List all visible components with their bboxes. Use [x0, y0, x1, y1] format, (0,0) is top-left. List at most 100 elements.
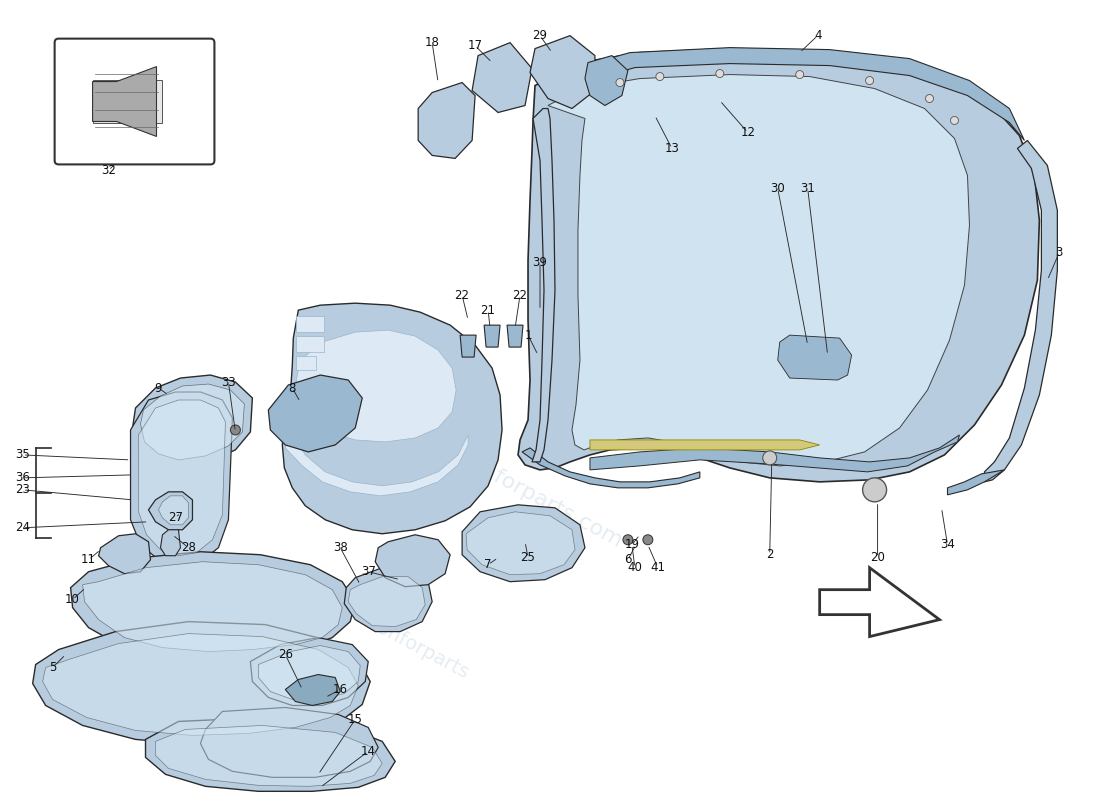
- Polygon shape: [462, 505, 585, 582]
- Text: 39: 39: [532, 256, 548, 269]
- Polygon shape: [296, 336, 324, 352]
- Polygon shape: [70, 552, 355, 658]
- FancyBboxPatch shape: [55, 38, 215, 165]
- Polygon shape: [532, 109, 556, 462]
- Polygon shape: [99, 534, 151, 574]
- Text: 27: 27: [168, 511, 183, 524]
- Text: 9: 9: [155, 382, 162, 394]
- Text: 16: 16: [333, 683, 348, 696]
- Polygon shape: [418, 82, 475, 158]
- Polygon shape: [251, 638, 368, 706]
- Polygon shape: [460, 335, 476, 357]
- Polygon shape: [530, 36, 595, 109]
- Text: 10: 10: [65, 593, 80, 606]
- Circle shape: [795, 70, 804, 78]
- Text: 5: 5: [48, 661, 56, 674]
- Text: 2: 2: [766, 548, 773, 562]
- Polygon shape: [375, 534, 450, 586]
- Text: 7: 7: [484, 558, 492, 571]
- Polygon shape: [139, 400, 226, 556]
- Polygon shape: [548, 48, 1024, 141]
- Text: 22: 22: [454, 289, 470, 302]
- Polygon shape: [296, 316, 324, 332]
- Text: 35: 35: [15, 449, 30, 462]
- Text: 41: 41: [650, 562, 666, 574]
- Text: 15: 15: [348, 713, 363, 726]
- Polygon shape: [778, 335, 851, 380]
- Polygon shape: [984, 141, 1057, 482]
- Polygon shape: [268, 375, 362, 452]
- Circle shape: [230, 425, 241, 435]
- Text: 24: 24: [15, 522, 30, 534]
- Text: 4: 4: [814, 29, 822, 42]
- Text: 6: 6: [624, 554, 631, 566]
- Text: 29: 29: [532, 29, 548, 42]
- Text: 11: 11: [81, 554, 96, 566]
- Text: 36: 36: [15, 471, 30, 484]
- Polygon shape: [43, 634, 359, 735]
- Text: 18: 18: [425, 36, 440, 49]
- Polygon shape: [161, 530, 180, 556]
- Polygon shape: [82, 562, 342, 651]
- Text: 25: 25: [520, 551, 536, 564]
- Circle shape: [623, 534, 632, 545]
- Polygon shape: [472, 42, 532, 113]
- Circle shape: [716, 70, 724, 78]
- Text: 31: 31: [800, 182, 815, 195]
- Circle shape: [950, 117, 958, 125]
- Polygon shape: [92, 66, 156, 137]
- Polygon shape: [132, 375, 252, 468]
- Text: 34: 34: [940, 538, 955, 551]
- Polygon shape: [522, 448, 700, 488]
- Polygon shape: [258, 646, 360, 699]
- Text: 37: 37: [361, 566, 376, 578]
- Polygon shape: [507, 325, 522, 347]
- Polygon shape: [947, 470, 1004, 495]
- Polygon shape: [518, 49, 1040, 482]
- Circle shape: [642, 534, 653, 545]
- Polygon shape: [548, 74, 969, 466]
- Text: 30: 30: [770, 182, 785, 195]
- Polygon shape: [285, 432, 469, 496]
- Circle shape: [762, 451, 777, 465]
- Polygon shape: [92, 79, 163, 123]
- Polygon shape: [484, 325, 500, 347]
- Text: 33: 33: [221, 375, 235, 389]
- Polygon shape: [820, 568, 939, 637]
- Polygon shape: [296, 330, 456, 442]
- Polygon shape: [466, 512, 575, 574]
- Circle shape: [862, 478, 887, 502]
- Polygon shape: [285, 674, 340, 706]
- Polygon shape: [283, 303, 502, 534]
- Circle shape: [656, 73, 664, 81]
- Polygon shape: [296, 356, 317, 370]
- Text: 13: 13: [664, 142, 680, 155]
- Text: 1: 1: [525, 329, 531, 342]
- Circle shape: [925, 94, 934, 102]
- Polygon shape: [148, 492, 192, 530]
- Text: 3: 3: [1056, 246, 1063, 258]
- Text: passionforparts.com: passionforparts.com: [415, 427, 625, 552]
- Polygon shape: [145, 718, 395, 791]
- Polygon shape: [590, 435, 959, 472]
- Polygon shape: [590, 440, 820, 450]
- Text: 12: 12: [740, 126, 756, 139]
- Polygon shape: [349, 577, 426, 626]
- Text: 20: 20: [870, 551, 886, 564]
- Text: 38: 38: [333, 542, 348, 554]
- Polygon shape: [158, 496, 188, 525]
- Circle shape: [866, 77, 873, 85]
- Text: 19: 19: [625, 538, 639, 551]
- Text: 28: 28: [182, 542, 196, 554]
- Text: 17: 17: [468, 39, 483, 52]
- Text: 32: 32: [101, 164, 116, 177]
- Circle shape: [616, 78, 624, 86]
- Polygon shape: [155, 726, 382, 786]
- Polygon shape: [33, 622, 371, 745]
- Polygon shape: [344, 568, 432, 631]
- Polygon shape: [141, 384, 244, 460]
- Text: 23: 23: [15, 483, 30, 496]
- Text: 8: 8: [288, 382, 296, 394]
- Text: 40: 40: [627, 562, 642, 574]
- Polygon shape: [585, 55, 628, 106]
